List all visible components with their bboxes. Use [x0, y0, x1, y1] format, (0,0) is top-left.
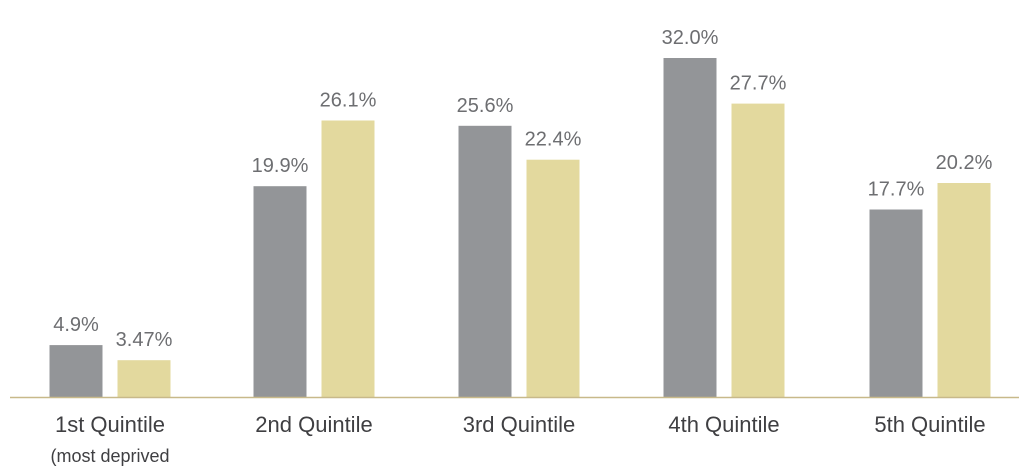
x-tick-label-4: 4th Quintile: [668, 412, 779, 437]
value-label-grey-5: 17.7%: [868, 179, 925, 201]
value-label-gold-3: 22.4%: [525, 129, 582, 151]
x-tick-label-2: 2nd Quintile: [255, 412, 372, 437]
bar-gold-5: [938, 183, 991, 397]
value-label-grey-4: 32.0%: [662, 27, 719, 49]
x-tick-label-1: 1st Quintile: [55, 412, 165, 437]
bar-grey-5: [870, 210, 923, 398]
bar-grey-3: [459, 126, 512, 397]
x-tick-label-3: 3rd Quintile: [463, 412, 576, 437]
x-tick-label-5: 5th Quintile: [874, 412, 985, 437]
value-label-gold-5: 20.2%: [936, 152, 993, 174]
value-labels-group: 4.9% 3.47% 19.9% 26.1% 25.6% 22.4% 32.0% 27.7% 1…: [53, 27, 992, 351]
x-tick-labels-group: 1st Quintile (most deprived 2nd Quintile 3r…: [50, 412, 985, 466]
value-label-grey-3: 25.6%: [457, 95, 514, 117]
bar-grey-2: [254, 186, 307, 397]
bar-grey-4: [664, 58, 717, 397]
bar-gold-3: [527, 160, 580, 397]
value-label-grey-1: 4.9%: [53, 314, 99, 336]
value-label-gold-4: 27.7%: [730, 73, 787, 95]
value-label-gold-1: 3.47%: [116, 329, 173, 351]
bars-group: [50, 58, 991, 397]
value-label-grey-2: 19.9%: [252, 155, 309, 177]
bar-gold-4: [732, 104, 785, 397]
x-tick-sublabel-1: (most deprived: [50, 446, 169, 466]
value-label-gold-2: 26.1%: [320, 90, 377, 112]
bar-grey-1: [50, 345, 103, 397]
bar-gold-1: [118, 360, 171, 397]
bar-gold-2: [322, 121, 375, 398]
